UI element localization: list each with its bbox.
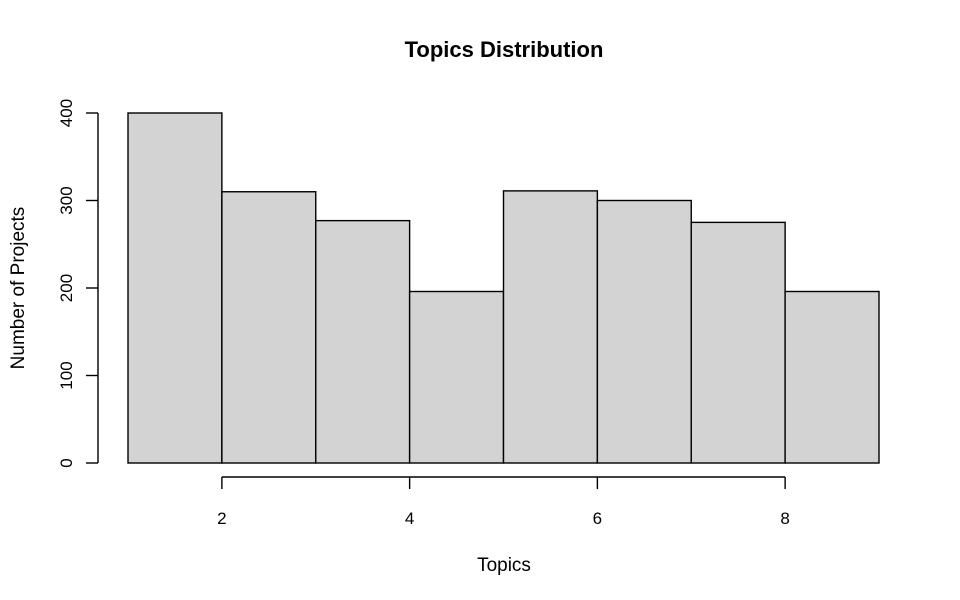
chart-title: Topics Distribution <box>405 37 604 62</box>
histogram-bar <box>127 112 223 464</box>
y-tick-label: 300 <box>57 186 76 214</box>
x-tick-label: 2 <box>217 509 226 528</box>
y-axis-label: Number of Projects <box>8 207 29 370</box>
histogram-bar <box>315 219 411 464</box>
y-tick-label: 0 <box>57 458 76 467</box>
x-tick-label: 8 <box>780 509 789 528</box>
histogram-bar <box>502 190 599 464</box>
x-tick-label: 4 <box>405 509 414 528</box>
x-axis-label: Topics <box>477 555 531 576</box>
histogram-bar <box>221 191 317 464</box>
y-tick-label: 400 <box>57 99 76 127</box>
histogram-bar <box>596 199 692 464</box>
y-axis: 0 100 200 300 400 <box>57 99 99 468</box>
x-tick-label: 6 <box>593 509 602 528</box>
y-tick-label: 100 <box>57 361 76 389</box>
histogram-bar <box>784 290 880 464</box>
histogram-bar <box>690 221 786 464</box>
histogram-bar <box>408 290 505 464</box>
y-tick-label: 200 <box>57 274 76 302</box>
x-axis: 2 4 6 8 <box>217 476 790 528</box>
bars-group <box>127 112 880 464</box>
